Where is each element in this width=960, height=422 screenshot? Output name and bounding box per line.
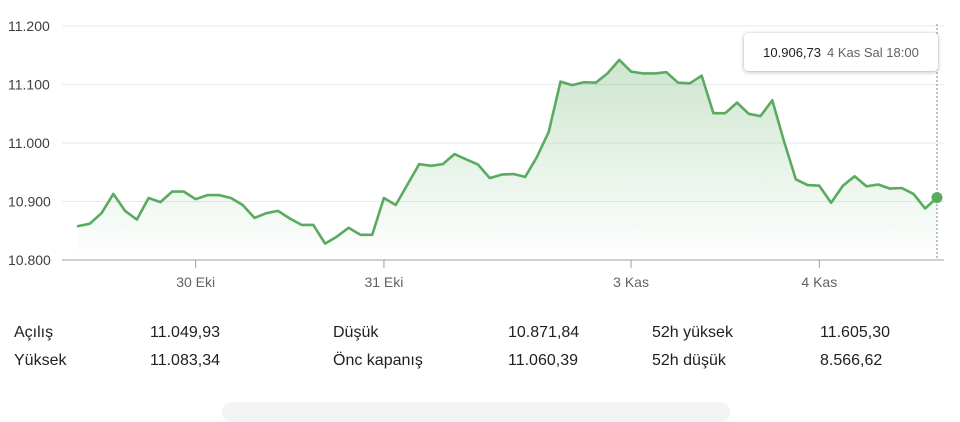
stat-label-high: Yüksek (14, 352, 67, 369)
y-axis-ticks: 11.200 11.100 11.000 10.900 10.800 (8, 18, 51, 268)
tooltip: 10.906,73 4 Kas Sal 18:00 (744, 33, 938, 71)
y-tick-label: 11.200 (8, 18, 50, 34)
y-tick-label: 11.100 (8, 77, 50, 93)
x-tick-label: 31 Eki (364, 274, 403, 290)
stat-value-52w-low: 8.566,62 (820, 352, 883, 369)
series-line (76, 58, 939, 245)
x-tick-label: 30 Eki (176, 274, 215, 290)
stats-table: Açılış 11.049,93 Yüksek 11.083,34 Düşük … (0, 318, 960, 378)
y-tick-label: 10.800 (8, 252, 51, 268)
stat-value-prev-close: 11.060,39 (508, 352, 578, 369)
price-chart[interactable]: 11.200 11.100 11.000 10.900 10.800 30 Eki 31 … (0, 0, 960, 300)
tooltip-time: 4 Kas Sal 18:00 (827, 44, 919, 60)
stat-label-open: Açılış (14, 324, 54, 341)
x-tick-label: 4 Kas (801, 274, 837, 290)
stat-value-low: 10.871,84 (508, 324, 580, 341)
stat-label-prev-close: Önc kapanış (333, 352, 423, 369)
stat-label-low: Düşük (333, 324, 379, 341)
x-axis-ticks: 30 Eki 31 Eki 3 Kas 4 Kas (176, 260, 837, 290)
stat-label-52w-high: 52h yüksek (652, 324, 733, 341)
y-tick-label: 10.900 (8, 194, 51, 210)
hover-point (931, 192, 943, 204)
y-tick-label: 11.000 (8, 135, 50, 151)
stat-value-52w-high: 11.605,30 (820, 324, 890, 341)
tooltip-value: 10.906,73 (763, 44, 822, 60)
x-tick-label: 3 Kas (613, 274, 649, 290)
stat-label-52w-low: 52h düşük (652, 352, 726, 369)
bottom-pill-button[interactable] (222, 402, 730, 422)
series-area-fill (78, 59, 937, 261)
stat-value-open: 11.049,93 (150, 324, 220, 341)
stat-value-high: 11.083,34 (150, 352, 220, 369)
